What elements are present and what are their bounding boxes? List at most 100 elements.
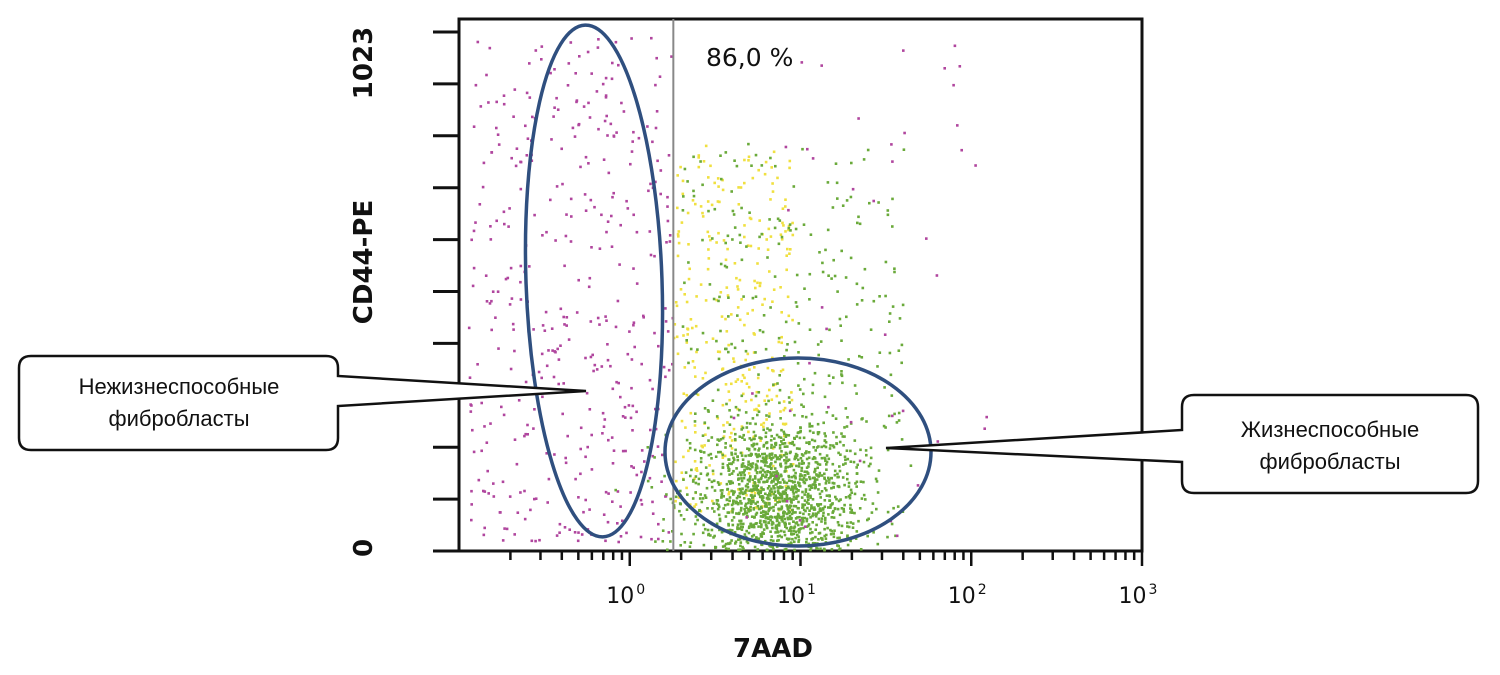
data-point bbox=[788, 401, 791, 404]
data-point bbox=[744, 358, 747, 362]
data-point bbox=[755, 407, 758, 411]
data-point bbox=[759, 477, 763, 481]
data-point bbox=[654, 126, 658, 130]
data-point bbox=[754, 513, 758, 516]
data-point bbox=[728, 528, 732, 532]
data-point bbox=[817, 538, 820, 541]
data-point bbox=[779, 462, 782, 466]
data-point bbox=[622, 110, 626, 113]
data-point bbox=[715, 415, 719, 418]
data-point bbox=[734, 500, 738, 503]
data-point bbox=[743, 158, 746, 162]
data-point bbox=[704, 371, 707, 375]
data-point bbox=[818, 507, 822, 511]
data-point bbox=[753, 448, 757, 451]
data-point bbox=[769, 530, 772, 533]
data-point bbox=[525, 154, 529, 157]
data-point bbox=[765, 418, 768, 421]
data-point bbox=[855, 480, 859, 484]
data-point bbox=[773, 487, 776, 490]
data-point bbox=[778, 388, 782, 392]
data-point bbox=[840, 531, 843, 534]
data-point bbox=[754, 295, 758, 298]
data-point bbox=[818, 471, 822, 475]
data-point bbox=[688, 545, 692, 548]
data-point bbox=[783, 517, 786, 521]
data-point bbox=[777, 481, 780, 484]
data-point bbox=[827, 457, 831, 461]
data-point bbox=[780, 238, 784, 241]
data-point bbox=[841, 204, 845, 207]
data-point bbox=[764, 347, 768, 351]
data-point bbox=[840, 370, 843, 373]
data-point bbox=[541, 395, 544, 399]
data-point bbox=[609, 364, 612, 368]
data-point bbox=[704, 144, 708, 148]
data-point bbox=[593, 205, 596, 209]
data-point bbox=[719, 489, 723, 492]
data-point bbox=[472, 450, 476, 454]
data-point bbox=[693, 366, 696, 369]
data-point bbox=[675, 304, 679, 308]
data-point bbox=[736, 458, 740, 462]
data-point bbox=[834, 417, 838, 420]
data-point bbox=[635, 410, 638, 414]
data-point bbox=[766, 248, 770, 251]
data-point bbox=[902, 148, 906, 151]
data-point bbox=[770, 481, 773, 484]
data-point bbox=[721, 367, 725, 370]
data-point bbox=[681, 192, 685, 196]
data-point bbox=[604, 315, 607, 318]
data-point bbox=[765, 480, 769, 483]
data-point bbox=[828, 499, 832, 502]
data-point bbox=[779, 481, 782, 484]
data-point bbox=[806, 506, 809, 510]
data-point bbox=[783, 533, 787, 537]
data-point bbox=[703, 494, 707, 497]
data-point bbox=[756, 488, 759, 492]
data-point bbox=[495, 126, 498, 130]
data-point bbox=[556, 347, 559, 351]
data-point bbox=[771, 356, 774, 360]
data-point bbox=[747, 501, 750, 505]
data-point bbox=[590, 468, 594, 471]
data-point bbox=[790, 487, 794, 491]
data-point bbox=[839, 453, 842, 456]
data-point bbox=[558, 531, 561, 534]
data-point bbox=[784, 466, 787, 470]
data-point bbox=[794, 301, 798, 304]
data-point bbox=[810, 538, 813, 541]
data-point bbox=[679, 489, 682, 493]
data-point bbox=[711, 472, 715, 476]
data-point bbox=[853, 511, 856, 515]
data-point bbox=[863, 267, 867, 271]
data-point bbox=[788, 514, 792, 518]
data-point bbox=[651, 454, 655, 458]
data-point bbox=[800, 522, 804, 526]
data-point bbox=[762, 421, 766, 425]
data-point bbox=[474, 221, 477, 224]
data-point bbox=[508, 495, 512, 498]
data-point bbox=[783, 442, 787, 445]
data-point bbox=[777, 496, 780, 500]
data-point bbox=[746, 478, 750, 482]
data-point bbox=[864, 498, 867, 501]
data-point bbox=[763, 510, 766, 514]
data-point bbox=[469, 410, 473, 413]
data-point bbox=[694, 515, 698, 518]
data-point bbox=[744, 502, 748, 506]
data-point bbox=[768, 471, 772, 474]
data-point bbox=[792, 468, 796, 472]
data-point bbox=[507, 225, 510, 228]
data-point bbox=[701, 434, 705, 437]
data-point bbox=[839, 498, 842, 501]
data-point bbox=[952, 83, 955, 87]
data-point bbox=[779, 516, 783, 519]
data-point bbox=[769, 476, 772, 479]
data-point bbox=[859, 448, 862, 452]
data-point bbox=[720, 530, 724, 534]
data-point bbox=[817, 488, 820, 491]
data-point bbox=[588, 408, 592, 411]
data-point bbox=[790, 479, 794, 483]
data-point bbox=[875, 480, 879, 483]
